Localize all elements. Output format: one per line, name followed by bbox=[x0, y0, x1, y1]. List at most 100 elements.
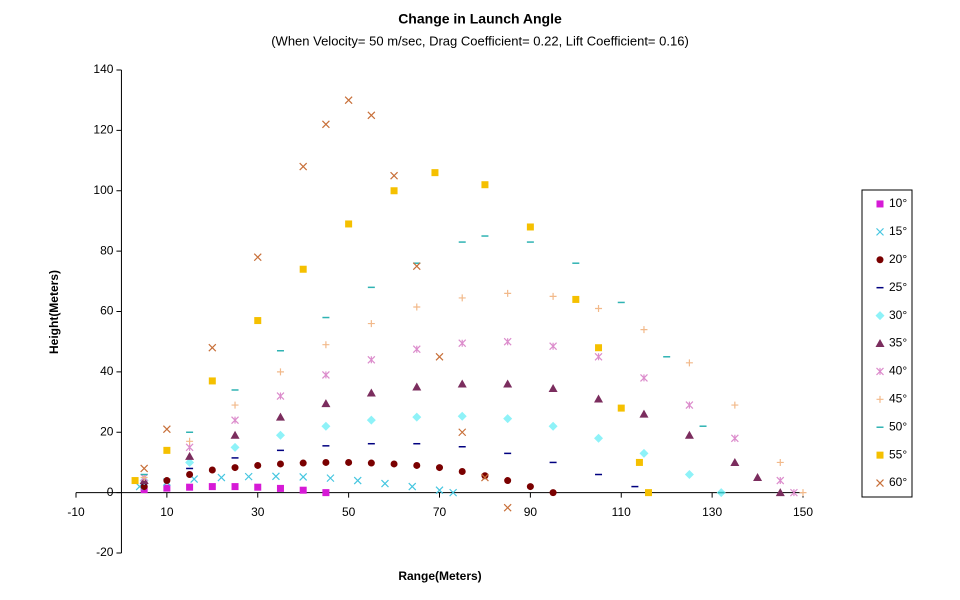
y-tick-label: 100 bbox=[93, 183, 113, 197]
legend-label: 30° bbox=[889, 308, 907, 322]
point bbox=[617, 404, 625, 412]
point bbox=[299, 265, 307, 273]
x-tick-label: 150 bbox=[793, 505, 813, 519]
point bbox=[208, 483, 216, 491]
point bbox=[231, 416, 239, 425]
point bbox=[186, 437, 194, 445]
point bbox=[481, 181, 489, 189]
point bbox=[254, 483, 262, 491]
point bbox=[276, 460, 284, 468]
y-tick-label: -20 bbox=[96, 545, 114, 559]
point bbox=[458, 294, 466, 302]
legend-label: 35° bbox=[889, 336, 907, 350]
point bbox=[163, 484, 171, 492]
point bbox=[730, 434, 739, 443]
point bbox=[640, 326, 648, 334]
point bbox=[412, 262, 421, 271]
point bbox=[413, 303, 421, 311]
point bbox=[753, 473, 763, 482]
point bbox=[594, 352, 603, 361]
point bbox=[254, 461, 262, 469]
legend-label: 10° bbox=[889, 196, 907, 210]
x-tick-label: 70 bbox=[433, 505, 447, 519]
point bbox=[449, 488, 458, 497]
point bbox=[503, 503, 512, 512]
point bbox=[253, 253, 262, 262]
legend-marker bbox=[876, 395, 884, 403]
point bbox=[322, 489, 330, 497]
point bbox=[276, 368, 284, 376]
legend-marker bbox=[875, 311, 885, 321]
point bbox=[684, 470, 694, 480]
point bbox=[503, 414, 513, 424]
point bbox=[412, 412, 422, 422]
point bbox=[776, 458, 784, 466]
chart-title: Change in Launch Angle bbox=[398, 11, 562, 27]
point bbox=[299, 459, 307, 467]
point bbox=[321, 421, 331, 431]
point bbox=[731, 401, 739, 409]
point bbox=[526, 483, 534, 491]
point bbox=[272, 472, 280, 481]
point bbox=[208, 343, 217, 352]
legend-marker bbox=[876, 200, 884, 208]
x-tick-label: -10 bbox=[67, 505, 85, 519]
point bbox=[366, 415, 376, 425]
point bbox=[595, 304, 603, 312]
point bbox=[549, 292, 557, 300]
point bbox=[457, 411, 467, 421]
legend-marker bbox=[876, 367, 884, 376]
point bbox=[730, 457, 740, 466]
point bbox=[140, 464, 149, 473]
point bbox=[635, 458, 643, 466]
point bbox=[131, 477, 139, 485]
point bbox=[367, 355, 376, 364]
point bbox=[321, 120, 330, 129]
point bbox=[275, 430, 285, 440]
point bbox=[481, 472, 489, 480]
point bbox=[345, 458, 353, 466]
legend-marker bbox=[875, 339, 885, 347]
point bbox=[299, 162, 308, 171]
point bbox=[548, 421, 558, 431]
x-tick-label: 50 bbox=[342, 505, 356, 519]
point bbox=[185, 457, 195, 467]
point bbox=[408, 482, 417, 491]
legend bbox=[861, 189, 913, 498]
point bbox=[322, 341, 330, 349]
point bbox=[594, 433, 604, 443]
point bbox=[162, 425, 171, 434]
x-axis-label: Range(Meters) bbox=[398, 569, 481, 583]
point bbox=[684, 430, 694, 439]
legend-label: 15° bbox=[889, 224, 907, 238]
point bbox=[504, 289, 512, 297]
point bbox=[775, 488, 785, 497]
point bbox=[276, 392, 285, 400]
point bbox=[390, 187, 398, 195]
point bbox=[458, 467, 466, 475]
point bbox=[799, 489, 807, 497]
point bbox=[186, 471, 194, 479]
point bbox=[345, 220, 353, 228]
point bbox=[231, 483, 239, 491]
point bbox=[685, 401, 694, 410]
point bbox=[789, 488, 798, 497]
point bbox=[526, 223, 534, 231]
point bbox=[231, 464, 239, 472]
point bbox=[548, 383, 558, 392]
x-tick-label: 10 bbox=[160, 505, 174, 519]
y-tick-label: 0 bbox=[107, 485, 114, 499]
legend-marker bbox=[876, 256, 884, 264]
y-axis-label: Height(Meters) bbox=[47, 270, 61, 354]
point bbox=[208, 466, 216, 474]
legend-label: 55° bbox=[889, 447, 907, 461]
x-tick-label: 110 bbox=[612, 505, 631, 519]
point bbox=[504, 477, 512, 485]
point bbox=[458, 428, 467, 437]
x-tick-label: 130 bbox=[702, 505, 722, 519]
point bbox=[275, 412, 285, 421]
point bbox=[244, 472, 253, 481]
point bbox=[276, 484, 284, 492]
point bbox=[321, 399, 331, 408]
